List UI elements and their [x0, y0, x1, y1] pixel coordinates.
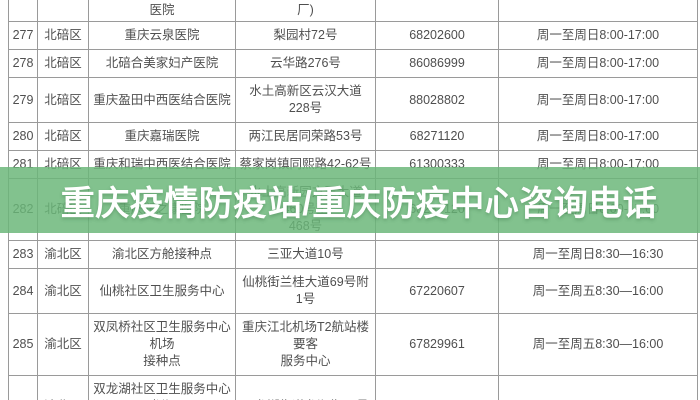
table-row: 280 北碚区 重庆嘉瑞医院 两江民居同荣路53号 68271120 周一至周日8:00-…: [8, 122, 698, 151]
phone-number-cell: 68271120: [375, 122, 499, 151]
district-cell: 北碚区: [37, 122, 89, 151]
district-cell: 北碚区: [37, 21, 89, 50]
row-number-cell: 284: [8, 268, 38, 314]
phone-number-cell: [375, 0, 499, 22]
row-number-cell: 285: [8, 313, 38, 376]
service-hours-cell: 周一至周日8:00-17:00: [498, 21, 698, 50]
watermark-banner-text: 重庆疫情防疫站/重庆防疫中心咨询电话: [60, 184, 658, 223]
address-cell: 三亚大道10号: [235, 240, 376, 269]
address-cell: 重庆江北机场T2航站楼要客 服务中心: [235, 313, 376, 376]
table-row: 283 渝北区 渝北区方舱接种点 三亚大道10号 周一至周日8:30—16:30: [8, 240, 698, 269]
row-number-cell: 279: [8, 77, 38, 123]
service-hours-cell: 周一至周日8:30—16:30: [498, 240, 698, 269]
row-number-cell: 277: [8, 21, 38, 50]
district-cell: 渝北区: [37, 313, 89, 376]
site-name-cell: 医院: [88, 0, 236, 22]
phone-number-cell: 68202600: [375, 21, 499, 50]
table-row-partial: 医院 厂): [8, 0, 698, 22]
district-cell: 北碚区: [37, 49, 89, 78]
site-name-cell: 重庆盈田中西医结合医院: [88, 77, 236, 123]
phone-number-cell: 67220607: [375, 268, 499, 314]
phone-number-cell: [375, 240, 499, 269]
phone-number-cell: 67829961: [375, 313, 499, 376]
address-cell: 双龙湖街道龙顺街14号: [235, 375, 376, 400]
district-cell: 渝北区: [37, 240, 89, 269]
service-hours-cell: [498, 0, 698, 22]
site-name-cell: 重庆云泉医院: [88, 21, 236, 50]
phone-number-cell: 88028802: [375, 77, 499, 123]
table-row: 286渝北区双龙湖社区卫生服务中心龙顺 站接种门诊双龙湖街道龙顺街14号6782…: [8, 375, 698, 400]
phone-number-cell: 67825033: [375, 375, 499, 400]
address-cell: 两江民居同荣路53号: [235, 122, 376, 151]
service-hours-cell: 周一至周日8:00-17:00: [498, 77, 698, 123]
district-cell: 渝北区: [37, 375, 89, 400]
service-hours-cell: 周一至周五8:30—16:00: [498, 268, 698, 314]
site-name-cell: 双凤桥社区卫生服务中心机场 接种点: [88, 313, 236, 376]
service-hours-cell: 周一至周五8:30—16:00: [498, 313, 698, 376]
district-cell: [37, 0, 89, 22]
row-number-cell: 283: [8, 240, 38, 269]
row-number-cell: 280: [8, 122, 38, 151]
site-name-cell: 双龙湖社区卫生服务中心龙顺 站接种门诊: [88, 375, 236, 400]
address-cell: 云华路276号: [235, 49, 376, 78]
row-number-cell: 278: [8, 49, 38, 78]
site-name-cell: 仙桃社区卫生服务中心: [88, 268, 236, 314]
site-name-cell: 北碚合美家妇产医院: [88, 49, 236, 78]
district-cell: 北碚区: [37, 77, 89, 123]
address-cell: 厂): [235, 0, 376, 22]
address-cell: 水土高新区云汉大道228号: [235, 77, 376, 123]
watermark-banner: 重庆疫情防疫站/重庆防疫中心咨询电话: [0, 167, 700, 233]
row-number-cell: 286: [8, 375, 38, 400]
service-hours-cell: 周一至周日8:00-17:00: [498, 122, 698, 151]
address-cell: 仙桃街兰桂大道69号附1号: [235, 268, 376, 314]
service-hours-cell: 周一至周五8:00—16:30: [498, 375, 698, 400]
table-row: 279 北碚区 重庆盈田中西医结合医院 水土高新区云汉大道228号 88028802 周一…: [8, 77, 698, 123]
phone-number-cell: 86086999: [375, 49, 499, 78]
table-row: 278 北碚区 北碚合美家妇产医院 云华路276号 86086999 周一至周日8:00-…: [8, 49, 698, 78]
table-row: 285 渝北区 双凤桥社区卫生服务中心机场 接种点 重庆江北机场T2航站楼要客 服务中…: [8, 313, 698, 376]
site-name-cell: 渝北区方舱接种点: [88, 240, 236, 269]
table-row: 284 渝北区 仙桃社区卫生服务中心 仙桃街兰桂大道69号附1号 67220607 周一至…: [8, 268, 698, 314]
row-number-cell: [8, 0, 38, 22]
service-hours-cell: 周一至周日8:00-17:00: [498, 49, 698, 78]
district-cell: 渝北区: [37, 268, 89, 314]
table-row: 277 北碚区 重庆云泉医院 梨园村72号 68202600 周一至周日8:00-17:0…: [8, 21, 698, 50]
site-name-cell: 重庆嘉瑞医院: [88, 122, 236, 151]
address-cell: 梨园村72号: [235, 21, 376, 50]
